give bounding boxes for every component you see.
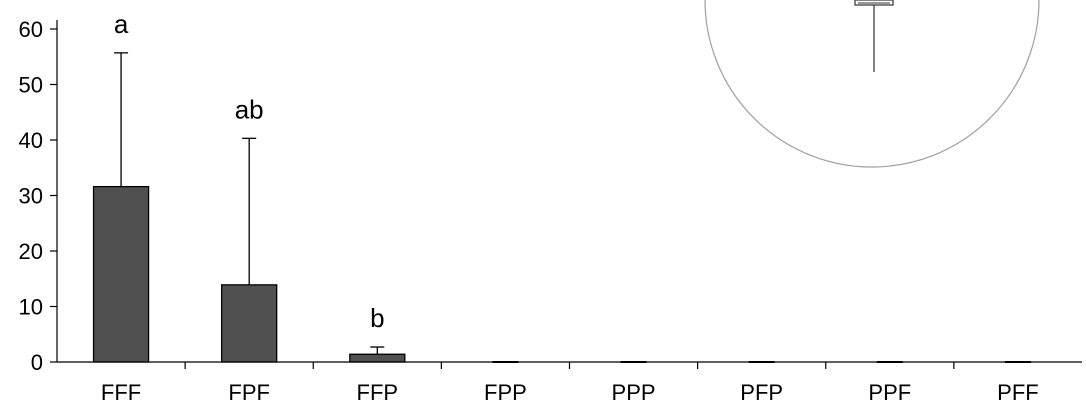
bar [221,284,278,363]
significance-letter: a [114,9,129,39]
y-tick-label: 30 [19,184,43,209]
y-tick-label: 60 [19,17,43,42]
x-tick-label: PPP [612,380,656,405]
error-bars [114,52,385,355]
y-tick-label: 50 [19,73,43,98]
significance-letter: b [370,303,384,333]
x-tick-label: FFF [101,380,141,405]
inset-circle-arc [704,0,1040,168]
y-axis-ticks: 0 10 20 30 40 50 60 [19,17,57,375]
bars [92,185,1031,363]
x-tick-label: FPP [484,380,527,405]
x-tick-label: PFP [740,380,783,405]
x-tick-label: PFF [997,380,1039,405]
y-tick-label: 20 [19,239,43,264]
x-tick-label: PPF [868,380,911,405]
y-tick-label: 10 [19,295,43,320]
y-tick-label: 0 [31,350,43,375]
x-tick-label: FPF [228,380,270,405]
x-axis-labels: FFF FPF FFP FPP PPP PFP PPF PFF [101,380,1039,405]
significance-letters: a ab b [114,9,385,333]
y-tick-label: 40 [19,128,43,153]
bar [349,353,406,363]
x-tick-label: FFP [357,380,399,405]
significance-letter: ab [235,94,264,124]
bar [92,185,150,363]
inset-diagram [704,0,1040,168]
